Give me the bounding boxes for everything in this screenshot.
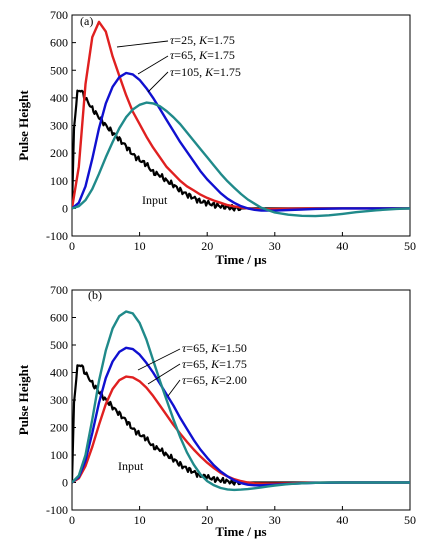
y-tick-label: 600 bbox=[50, 311, 68, 325]
x-tick-label: 30 bbox=[269, 513, 281, 527]
annotation-tau-value: =65, bbox=[174, 48, 199, 62]
annotation-k-value: =1.75 bbox=[219, 357, 247, 371]
x-tick-label: 20 bbox=[201, 513, 213, 527]
x-tick-label: 10 bbox=[134, 513, 146, 527]
series-line-3 bbox=[72, 310, 410, 492]
curve-annotation: τ=65, K=1.75 bbox=[170, 48, 235, 62]
y-tick-label: 200 bbox=[50, 146, 68, 160]
x-tick-label: 0 bbox=[69, 239, 75, 253]
annotation-tau-symbol: τ bbox=[170, 65, 175, 79]
y-tick-label: -100 bbox=[46, 229, 68, 243]
series-group bbox=[72, 310, 410, 492]
curve-annotation: τ=65, K=1.50 bbox=[182, 341, 247, 355]
annotation-k-value: =2.00 bbox=[219, 373, 247, 387]
curve-annotation: τ=105, K=1.75 bbox=[170, 65, 241, 79]
annotation-leader-line bbox=[137, 348, 181, 371]
annotation-leader-line bbox=[167, 379, 181, 397]
y-tick-label: 600 bbox=[50, 36, 68, 50]
x-tick-label: 10 bbox=[134, 239, 146, 253]
series-line-1 bbox=[72, 375, 410, 485]
series-group bbox=[72, 20, 410, 218]
panel-label: (b) bbox=[88, 288, 102, 302]
annotation-k-value: =1.75 bbox=[207, 33, 235, 47]
annotation-tau-value: =65, bbox=[186, 373, 211, 387]
annotation-tau-value: =25, bbox=[174, 33, 199, 47]
annotation-k-symbol: K bbox=[210, 357, 220, 371]
x-tick-label: 40 bbox=[336, 239, 348, 253]
annotation-k-value: =1.75 bbox=[213, 65, 241, 79]
y-axis-title: Pulse Height bbox=[16, 90, 31, 161]
y-tick-label: 500 bbox=[50, 338, 68, 352]
x-tick-label: 50 bbox=[404, 513, 416, 527]
annotation-tau-symbol: τ bbox=[182, 357, 187, 371]
series-line-3 bbox=[72, 101, 410, 218]
curve-annotation: τ=65, K=2.00 bbox=[182, 373, 247, 387]
annotation-tau-value: =65, bbox=[186, 341, 211, 355]
plot-frame bbox=[71, 289, 411, 511]
x-axis-title: Time / μs bbox=[215, 524, 266, 539]
annotation-leader-line bbox=[116, 40, 169, 48]
curve-annotation: Input bbox=[118, 459, 144, 473]
y-tick-label: 700 bbox=[50, 283, 68, 297]
y-tick-label: 200 bbox=[50, 421, 68, 435]
annotation-k-symbol: K bbox=[204, 65, 214, 79]
y-tick-label: 300 bbox=[50, 393, 68, 407]
y-tick-label: 700 bbox=[50, 8, 68, 22]
curve-annotation: Input bbox=[142, 193, 168, 207]
annotation-tau-symbol: τ bbox=[182, 373, 187, 387]
plot-frame bbox=[71, 14, 411, 237]
annotation-leader-line bbox=[137, 55, 169, 75]
curve-annotation: τ=65, K=1.75 bbox=[182, 357, 247, 371]
annotation-k-value: =1.75 bbox=[207, 48, 235, 62]
annotation-k-symbol: K bbox=[198, 33, 208, 47]
series-line-1 bbox=[72, 20, 410, 211]
annotation-tau-symbol: τ bbox=[170, 48, 175, 62]
y-tick-label: 400 bbox=[50, 91, 68, 105]
x-axis-title: Time / μs bbox=[215, 252, 266, 267]
annotation-tau-value: =65, bbox=[186, 357, 211, 371]
y-tick-label: -100 bbox=[46, 503, 68, 517]
y-tick-label: 300 bbox=[50, 119, 68, 133]
x-tick-label: 50 bbox=[404, 239, 416, 253]
annotation-tau-symbol: τ bbox=[170, 33, 175, 47]
x-tick-label: 20 bbox=[201, 239, 213, 253]
annotation-tau-symbol: τ bbox=[182, 341, 187, 355]
panel-label: (a) bbox=[80, 14, 93, 28]
annotation-k-symbol: K bbox=[210, 341, 220, 355]
annotation-leader-line bbox=[147, 71, 169, 93]
y-tick-label: 500 bbox=[50, 63, 68, 77]
annotation-tau-value: =105, bbox=[174, 65, 205, 79]
y-tick-label: 0 bbox=[62, 201, 68, 215]
y-tick-label: 100 bbox=[50, 174, 68, 188]
series-line-2 bbox=[72, 71, 410, 212]
curve-annotation: τ=25, K=1.75 bbox=[170, 33, 235, 47]
annotation-leader-line bbox=[147, 363, 181, 385]
annotation-k-symbol: K bbox=[210, 373, 220, 387]
x-tick-label: 40 bbox=[336, 513, 348, 527]
y-tick-label: 400 bbox=[50, 366, 68, 380]
x-tick-label: 0 bbox=[69, 513, 75, 527]
y-axis-title: Pulse Height bbox=[16, 364, 31, 435]
x-tick-label: 30 bbox=[269, 239, 281, 253]
y-tick-label: 0 bbox=[62, 476, 68, 490]
annotation-k-value: =1.50 bbox=[219, 341, 247, 355]
annotation-k-symbol: K bbox=[198, 48, 208, 62]
y-tick-label: 100 bbox=[50, 448, 68, 462]
